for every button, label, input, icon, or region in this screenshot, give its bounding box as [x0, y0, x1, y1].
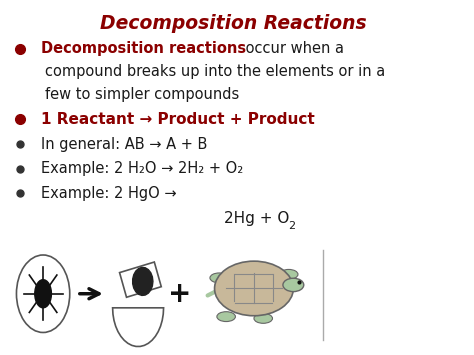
- Polygon shape: [113, 308, 164, 346]
- Text: Example: 2 H₂O → 2H₂ + O₂: Example: 2 H₂O → 2H₂ + O₂: [41, 161, 243, 176]
- Ellipse shape: [215, 261, 293, 316]
- Text: compound breaks up into the elements or in a: compound breaks up into the elements or …: [46, 64, 386, 79]
- Text: occur when a: occur when a: [241, 42, 344, 56]
- Ellipse shape: [283, 278, 304, 291]
- Text: 2Hg + O: 2Hg + O: [224, 211, 289, 225]
- Polygon shape: [133, 267, 153, 295]
- Ellipse shape: [17, 255, 70, 333]
- Text: In general: AB → A + B: In general: AB → A + B: [41, 137, 207, 152]
- Ellipse shape: [217, 312, 236, 322]
- Polygon shape: [119, 262, 161, 297]
- Ellipse shape: [254, 313, 273, 323]
- Text: Example: 2 HgO →: Example: 2 HgO →: [41, 186, 176, 201]
- Text: 2Hg + O: 2Hg + O: [224, 211, 289, 225]
- Text: 2: 2: [288, 221, 295, 231]
- Polygon shape: [35, 280, 52, 308]
- Ellipse shape: [280, 269, 298, 279]
- Ellipse shape: [210, 273, 228, 283]
- Text: few to simpler compounds: few to simpler compounds: [46, 87, 240, 102]
- Text: Decomposition reactions: Decomposition reactions: [41, 42, 246, 56]
- Text: 1 Reactant → Product + Product: 1 Reactant → Product + Product: [41, 112, 315, 127]
- Text: Decomposition Reactions: Decomposition Reactions: [100, 14, 366, 33]
- Text: +: +: [168, 280, 191, 308]
